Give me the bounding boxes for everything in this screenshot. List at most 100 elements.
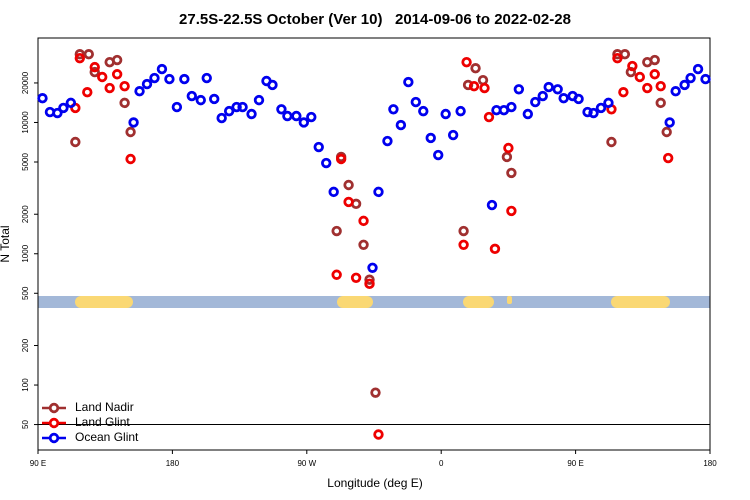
point xyxy=(343,179,354,191)
point xyxy=(104,82,115,94)
x-tick-label: 90 W xyxy=(297,459,316,468)
point xyxy=(331,269,342,280)
point xyxy=(558,93,569,104)
point xyxy=(486,199,498,211)
x-axis-label: Longitude (deg E) xyxy=(327,476,422,490)
land-strip xyxy=(75,296,133,308)
point xyxy=(513,84,525,95)
point xyxy=(483,111,495,123)
point xyxy=(128,117,139,128)
land-strip xyxy=(337,296,373,308)
point xyxy=(506,205,517,217)
point xyxy=(70,136,81,148)
point xyxy=(276,104,287,115)
point xyxy=(350,272,362,283)
point xyxy=(89,61,100,73)
point xyxy=(388,104,399,115)
point xyxy=(655,97,666,109)
point xyxy=(649,69,660,80)
surface-strip xyxy=(38,296,710,308)
point xyxy=(373,186,384,198)
point xyxy=(125,153,136,165)
point xyxy=(358,215,369,227)
point xyxy=(573,93,584,105)
point xyxy=(328,186,339,198)
point xyxy=(619,49,631,60)
land-strip xyxy=(507,296,512,304)
point xyxy=(382,135,393,147)
y-tick-label: 20000 xyxy=(21,71,30,94)
point xyxy=(649,54,660,66)
point xyxy=(477,74,489,86)
point xyxy=(501,151,513,163)
point xyxy=(522,108,534,120)
point xyxy=(692,63,704,75)
point xyxy=(679,79,690,91)
point xyxy=(418,105,429,117)
y-tick-label: 10000 xyxy=(21,111,30,134)
point xyxy=(313,141,324,153)
point xyxy=(618,87,629,98)
point xyxy=(410,96,422,108)
point xyxy=(119,97,130,109)
point xyxy=(530,96,541,108)
point xyxy=(479,82,490,94)
x-tick-label: 90 E xyxy=(567,459,583,468)
point xyxy=(470,63,481,74)
land-strip xyxy=(611,296,670,308)
point xyxy=(141,78,153,90)
point xyxy=(552,84,563,95)
point xyxy=(164,73,175,85)
point xyxy=(306,111,317,123)
point xyxy=(125,126,136,138)
point xyxy=(171,101,183,113)
legend-label: Land Nadir xyxy=(75,400,134,414)
point xyxy=(111,69,123,80)
point xyxy=(468,80,480,92)
point xyxy=(642,82,653,94)
point xyxy=(537,90,548,102)
point xyxy=(65,97,77,109)
point xyxy=(489,243,501,255)
point xyxy=(89,66,100,78)
point xyxy=(367,262,378,273)
point xyxy=(661,126,672,138)
point xyxy=(111,54,123,66)
point xyxy=(52,107,63,119)
point xyxy=(97,71,108,83)
ocean-strip xyxy=(38,296,710,308)
point xyxy=(634,71,646,83)
y-axis-label: N Total xyxy=(0,225,12,262)
point xyxy=(588,107,599,119)
y-tick-label: 5000 xyxy=(21,153,30,171)
point xyxy=(506,167,517,179)
point xyxy=(461,56,472,68)
y-tick-label: 200 xyxy=(21,338,30,352)
point xyxy=(282,110,293,122)
point xyxy=(458,225,469,237)
point xyxy=(195,94,206,106)
point xyxy=(331,225,342,237)
point xyxy=(447,129,459,141)
point xyxy=(343,196,354,208)
legend-marker xyxy=(48,402,60,414)
point xyxy=(83,49,94,60)
point xyxy=(298,117,310,128)
point xyxy=(395,119,407,131)
point xyxy=(291,110,302,122)
point xyxy=(253,94,265,106)
point xyxy=(670,86,681,97)
point xyxy=(216,112,227,124)
x-tick-label: 90 E xyxy=(30,459,46,468)
point xyxy=(321,157,332,169)
point xyxy=(201,72,212,84)
point xyxy=(462,79,474,91)
point xyxy=(119,80,130,92)
y-tick-label: 100 xyxy=(21,378,30,392)
y-tick-label: 2000 xyxy=(21,205,30,223)
point xyxy=(335,153,347,165)
point xyxy=(543,81,554,93)
point xyxy=(223,105,235,117)
